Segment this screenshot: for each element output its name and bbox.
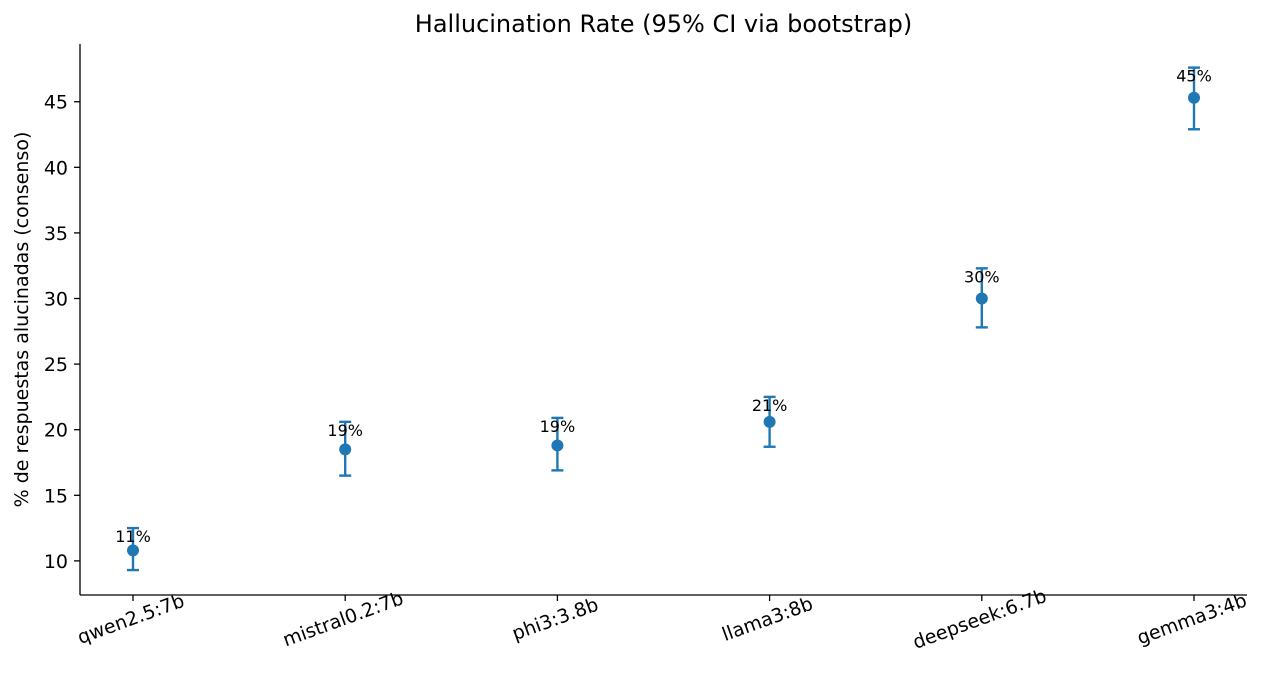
y-tick-label: 20 xyxy=(44,420,68,442)
x-tick-label: qwen2.5:7b xyxy=(75,590,188,649)
data-label: 19% xyxy=(540,417,576,436)
data-point xyxy=(127,544,139,556)
data-label: 19% xyxy=(327,421,363,440)
y-tick-label: 40 xyxy=(44,157,68,179)
y-tick-label: 25 xyxy=(44,354,68,376)
data-point xyxy=(551,439,563,451)
data-label: 21% xyxy=(752,396,788,415)
y-tick-label: 30 xyxy=(44,289,68,311)
y-tick-label: 35 xyxy=(44,223,68,245)
x-tick-label: phi3:3.8b xyxy=(509,594,601,646)
data-label: 45% xyxy=(1176,67,1212,86)
data-point xyxy=(339,443,351,455)
x-tick-label: gemma3:4b xyxy=(1134,589,1250,649)
data-point xyxy=(1188,92,1200,104)
y-tick-label: 45 xyxy=(44,92,68,114)
data-label: 30% xyxy=(964,267,1000,286)
data-label: 11% xyxy=(115,527,151,546)
data-points: 11% 19% 19% 21% 30% 45% xyxy=(115,67,1212,570)
y-tick-label: 15 xyxy=(44,485,68,507)
x-tick-label: mistral0.2:7b xyxy=(280,587,407,651)
y-axis-label: % de respuestas alucinadas (consenso) xyxy=(11,132,33,508)
x-tick-label: llama3:8b xyxy=(719,593,816,646)
y-tick-label: 10 xyxy=(44,551,68,573)
chart-title: Hallucination Rate (95% CI via bootstrap… xyxy=(415,10,912,38)
data-point xyxy=(976,293,988,305)
y-axis-ticks: 10 15 20 25 30 35 40 45 xyxy=(44,92,80,573)
data-point xyxy=(764,416,776,428)
